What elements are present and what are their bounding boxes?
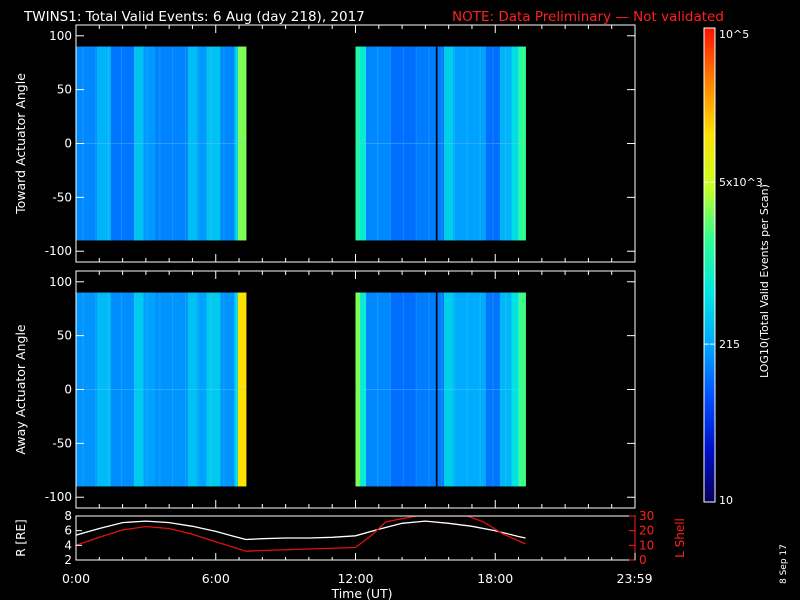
heatmap-cell xyxy=(360,292,367,487)
heatmap-cell xyxy=(143,46,156,241)
colorbar-tick-label: 10 xyxy=(719,494,733,507)
heatmap-cell xyxy=(187,292,198,487)
x-tick-label: 12:00 xyxy=(337,571,373,586)
heatmap-cell xyxy=(220,292,235,487)
r-axis-label: R [RE] xyxy=(14,519,28,556)
heatmap-cell xyxy=(206,292,221,487)
heatmap-cell xyxy=(234,46,239,241)
colorbar-label: LOG10(Total Valid Events per Scan) xyxy=(758,184,771,378)
colorbar-tick-label: 215 xyxy=(719,338,740,351)
y-tick-label: 6 xyxy=(64,524,72,538)
heatmap-cell xyxy=(365,292,391,487)
heatmap-cell xyxy=(453,292,487,487)
lshell-series-line xyxy=(76,516,526,552)
right-y-tick-label: 0 xyxy=(639,553,647,567)
away-heatmap-panel: -100 -50 0 50 100 Away Actuator Angle xyxy=(13,270,636,509)
heatmap-cell xyxy=(197,46,207,241)
r-series-line xyxy=(76,520,526,541)
heatmap-cell xyxy=(237,46,247,241)
colorbar-tick-label: 5x10^3 xyxy=(719,176,763,189)
x-axis-label: Time (UT) xyxy=(330,586,392,600)
y-tick-label: 0 xyxy=(64,383,72,397)
heatmap-cell xyxy=(485,292,501,487)
y-tick-label: -50 xyxy=(52,436,72,450)
heatmap-cell xyxy=(485,46,501,241)
colorbar: 10 215 5x10^3 10^5 xyxy=(703,27,763,507)
colorbar-scale xyxy=(703,27,716,503)
heatmap-cell xyxy=(220,46,235,241)
heatmap-cell xyxy=(143,292,156,487)
heatmap-cell xyxy=(197,292,207,487)
heatmap-cell xyxy=(499,292,512,487)
heatmap-cell xyxy=(206,46,221,241)
heatmap-cell xyxy=(110,46,135,241)
right-y-tick-label: 10 xyxy=(639,538,654,552)
heatmap-cell xyxy=(96,46,112,241)
heatmap-cell xyxy=(444,46,454,241)
y-tick-label: -50 xyxy=(52,190,72,204)
heatmap-cell xyxy=(511,292,519,487)
toward-heatmap-panel: -100 -50 0 50 100 Toward Actuator Angle xyxy=(13,24,636,263)
y-tick-label: 2 xyxy=(64,553,72,567)
heatmap-cell xyxy=(511,46,519,241)
y-tick-label: 50 xyxy=(57,83,72,97)
preliminary-note: NOTE: Data Preliminary — Not validated xyxy=(452,9,724,25)
heatmap-cell xyxy=(187,46,198,241)
x-tick-label: 18:00 xyxy=(477,571,513,586)
heatmap-cell xyxy=(453,46,487,241)
heatmap-cell xyxy=(390,46,417,241)
heatmap-cell xyxy=(355,46,361,241)
lshell-axis-label: L Shell xyxy=(673,518,687,558)
heatmap-cell xyxy=(96,292,112,487)
heatmap-cell xyxy=(365,46,391,241)
heatmap-cell xyxy=(416,292,445,487)
y-tick-label: 8 xyxy=(64,509,72,523)
heatmap-cell xyxy=(499,46,512,241)
y-tick-label: -100 xyxy=(45,244,72,258)
heatmap-cell xyxy=(110,292,135,487)
heatmap-cell xyxy=(390,292,417,487)
y-tick-label: 4 xyxy=(64,538,72,552)
chart-title: TWINS1: Total Valid Events: 6 Aug (day 2… xyxy=(23,9,365,25)
x-tick-label: 0:00 xyxy=(62,571,90,586)
right-y-tick-label: 30 xyxy=(639,509,654,523)
right-y-tick-label: 20 xyxy=(639,524,654,538)
heatmap-cell xyxy=(444,292,454,487)
x-tick-label: 6:00 xyxy=(202,571,230,586)
heatmap-cell xyxy=(134,46,144,241)
heatmap-cell xyxy=(155,292,189,487)
y-tick-label: -100 xyxy=(45,490,72,504)
heatmap-cell xyxy=(134,292,144,487)
heatmap-cell xyxy=(518,46,526,241)
heatmap-cell xyxy=(237,292,247,487)
x-tick-label: 23:59 xyxy=(617,571,653,586)
y-tick-label: 100 xyxy=(49,29,72,43)
y-axis-label: Toward Actuator Angle xyxy=(13,73,28,215)
y-axis-label: Away Actuator Angle xyxy=(13,324,28,455)
heatmap-cell xyxy=(360,46,367,241)
heatmap-cell xyxy=(76,292,98,487)
heatmap-cell xyxy=(76,46,98,241)
heatmap-gap xyxy=(435,46,438,241)
y-tick-label: 100 xyxy=(49,275,72,289)
colorbar-tick-label: 10^5 xyxy=(719,28,749,41)
heatmap-gap xyxy=(435,292,438,487)
heatmap-cell xyxy=(416,46,445,241)
heatmap-cell xyxy=(355,292,361,487)
date-stamp: 8 Sep 17 xyxy=(779,544,789,584)
y-tick-label: 50 xyxy=(57,329,72,343)
y-tick-label: 0 xyxy=(64,137,72,151)
heatmap-cell xyxy=(518,292,526,487)
heatmap-cell xyxy=(155,46,189,241)
heatmap-cell xyxy=(234,292,239,487)
